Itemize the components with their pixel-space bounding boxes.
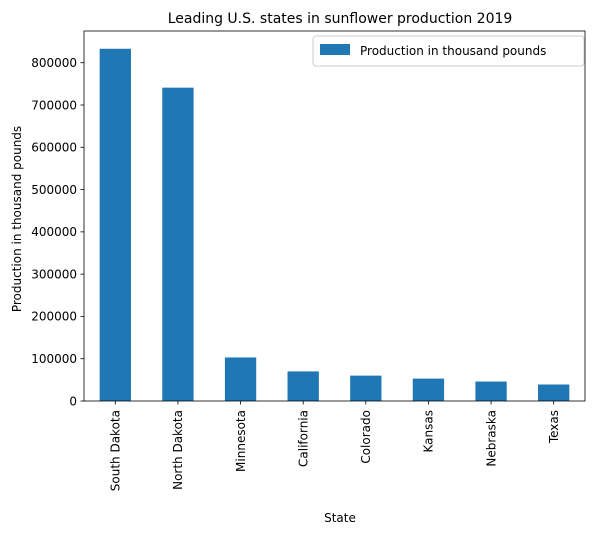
x-axis-title: State bbox=[324, 511, 356, 525]
y-axis-title: Production in thousand pounds bbox=[10, 126, 24, 312]
legend-frame bbox=[312, 35, 585, 67]
x-tick-label: Kansas bbox=[422, 410, 436, 452]
bar bbox=[475, 381, 507, 401]
legend: Production in thousand pounds bbox=[312, 35, 585, 67]
chart-title: Leading U.S. states in sunflower product… bbox=[168, 11, 513, 27]
legend-swatch bbox=[320, 44, 350, 55]
x-tick-label: Nebraska bbox=[484, 410, 498, 467]
plot-area: 0 100000 200000 300000 400000 500000 600000 700… bbox=[31, 30, 586, 491]
x-tick-label: Texas bbox=[547, 410, 561, 444]
bar bbox=[162, 87, 194, 401]
bar bbox=[538, 384, 570, 401]
y-tick-label: 0 bbox=[69, 394, 77, 408]
y-tick-label: 800000 bbox=[31, 56, 77, 70]
legend-label: Production in thousand pounds bbox=[360, 44, 546, 58]
y-tick-label: 400000 bbox=[31, 225, 77, 239]
y-tick-label: 300000 bbox=[31, 267, 77, 281]
y-tick-label: 200000 bbox=[31, 310, 77, 324]
y-tick-label: 100000 bbox=[31, 352, 77, 366]
x-tick-label: North Dakota bbox=[171, 410, 185, 490]
bar bbox=[350, 375, 382, 401]
x-tick-label: Minnesota bbox=[234, 410, 248, 472]
x-tick-label: Colorado bbox=[359, 410, 373, 464]
y-tick-label: 700000 bbox=[31, 98, 77, 112]
bar bbox=[224, 357, 257, 401]
y-tick-label: 600000 bbox=[31, 141, 77, 155]
x-tick-label: California bbox=[296, 410, 310, 467]
bar bbox=[287, 371, 319, 401]
bar bbox=[412, 378, 445, 401]
axes-frame bbox=[83, 30, 586, 402]
bar bbox=[99, 48, 131, 401]
x-tick-label: South Dakota bbox=[109, 410, 123, 491]
y-tick-label: 500000 bbox=[31, 183, 77, 197]
